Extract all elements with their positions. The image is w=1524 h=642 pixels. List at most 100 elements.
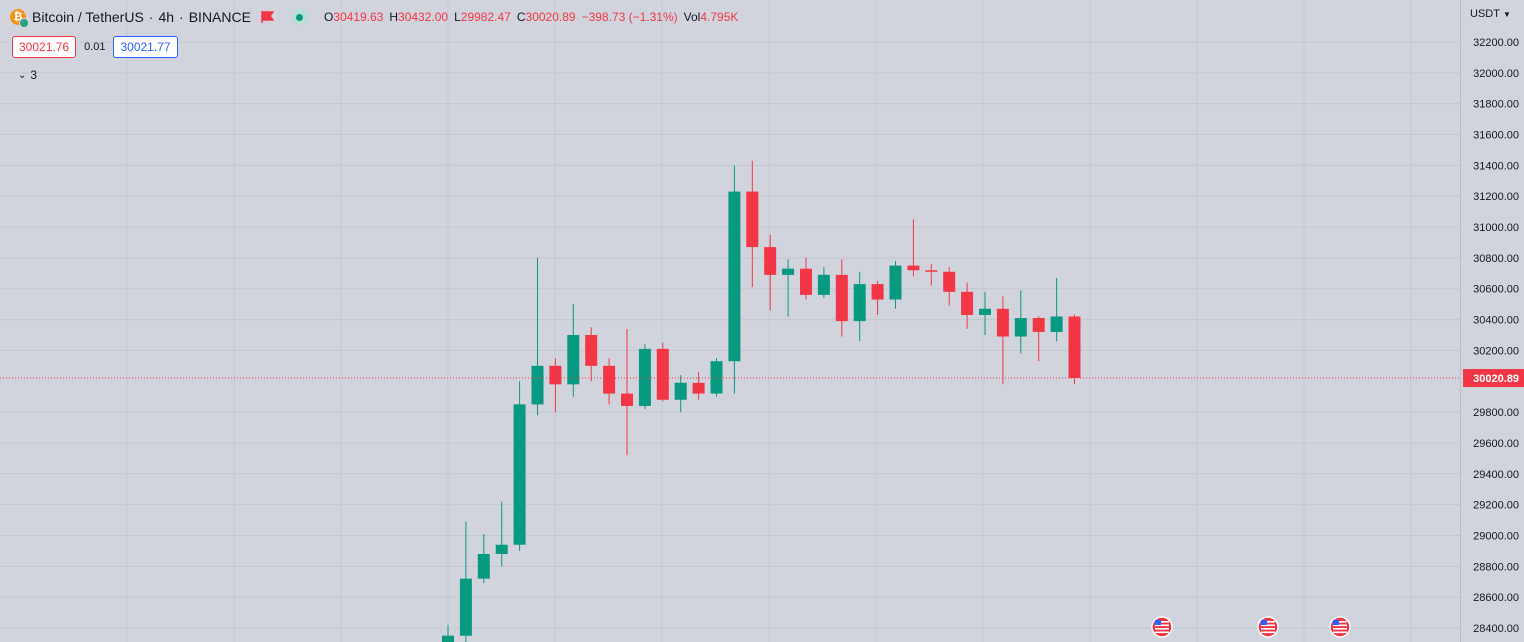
candle	[495, 501, 508, 567]
candle	[549, 358, 562, 413]
candle-body	[603, 365, 616, 394]
interval[interactable]: 4h	[158, 9, 175, 25]
chevron-down-icon: ▼	[1502, 9, 1511, 19]
candle-body	[1050, 316, 1063, 332]
separator: ·	[179, 9, 184, 25]
symbol-name[interactable]: Bitcoin / TetherUS	[32, 9, 144, 25]
candle-body	[800, 268, 812, 295]
ohlc-value: 30020.89	[525, 10, 576, 24]
ohlc-key: Vol	[683, 10, 701, 24]
ohlc-key: L	[454, 10, 461, 24]
buy-button[interactable]: 30021.77	[113, 36, 178, 58]
candle	[656, 342, 669, 402]
candle	[979, 291, 991, 335]
candle-body	[1068, 316, 1081, 379]
candle	[853, 271, 866, 342]
candle-body	[710, 361, 723, 394]
candle-body	[567, 335, 580, 385]
candle-body	[996, 308, 1009, 337]
price-axis: 32200.00 32000.00 31800.00 31600.00 31400.00…	[1463, 37, 1524, 635]
candle	[800, 257, 812, 300]
last-price-label: 30020.89	[1473, 373, 1519, 385]
price-tick-label: 29000.00	[1473, 530, 1519, 542]
candle-body	[979, 308, 991, 315]
flag-icon[interactable]	[261, 11, 274, 23]
candle	[1014, 290, 1027, 354]
candle-body	[907, 265, 920, 271]
candle-body	[638, 348, 651, 406]
ohlc-value: 30419.63	[333, 10, 384, 24]
candle-body	[817, 274, 830, 295]
sell-button[interactable]: 30021.76	[12, 36, 77, 58]
candle-body	[621, 393, 633, 406]
price-tick-label: 31000.00	[1473, 222, 1519, 234]
price-tick-label: 30600.00	[1473, 284, 1519, 296]
price-tick-label: 31800.00	[1473, 99, 1519, 111]
chart-pane[interactable]	[0, 0, 1460, 642]
candle	[925, 264, 938, 286]
price-scale[interactable]: 32200.00 32000.00 31800.00 31600.00 31400.00…	[1460, 0, 1524, 642]
candle-body	[459, 578, 472, 636]
candle-body	[477, 553, 490, 579]
candle-body	[835, 274, 848, 322]
candle-body	[925, 270, 938, 272]
price-tick-label: 28400.00	[1473, 623, 1519, 635]
candle	[907, 219, 920, 277]
us-flag-icon[interactable]	[1151, 616, 1173, 638]
flag-stripe	[1333, 628, 1347, 630]
symbol-legend: ₿ Bitcoin / TetherUS · 4h · BINANCE O 304…	[10, 9, 744, 28]
candlestick-chart[interactable]	[0, 0, 1460, 642]
candle-body	[728, 191, 741, 362]
ohlc-value: 29982.47	[460, 10, 511, 24]
flag-stripe	[1333, 624, 1347, 627]
ohlc-values: O 30419.63 H 30432.00 L 29982.47 C 30020.89 −398…	[324, 10, 744, 24]
price-tick-label: 32200.00	[1473, 37, 1519, 49]
ohlc-key: C	[516, 10, 526, 24]
candle	[943, 267, 956, 306]
candle	[621, 328, 633, 456]
currency-label: USDT	[1470, 8, 1500, 20]
candle-body	[782, 268, 795, 275]
us-flag-icon[interactable]	[1329, 616, 1351, 638]
candle	[782, 259, 795, 317]
candle-body	[442, 635, 454, 642]
price-tick-label: 29600.00	[1473, 438, 1519, 450]
flag-canton	[1261, 620, 1267, 625]
ohlc-key: H	[389, 10, 399, 24]
indicators-toggle[interactable]: ⌄ 3	[18, 68, 37, 82]
flag-canton	[1333, 620, 1339, 625]
exchange[interactable]: BINANCE	[188, 9, 251, 25]
price-tick-label: 28600.00	[1473, 592, 1519, 604]
candle	[531, 257, 544, 416]
candle-body	[531, 365, 544, 405]
flag-stripe	[1261, 621, 1275, 623]
flag-stripe	[1155, 628, 1169, 630]
flag-stripe	[1261, 631, 1275, 634]
currency-selector[interactable]: USDT ▼	[1470, 8, 1511, 20]
candle	[996, 296, 1009, 385]
price-tick-label: 31200.00	[1473, 191, 1519, 203]
candle-body	[656, 348, 669, 400]
ohlc-value: −398.73 (−1.31%)	[581, 10, 678, 24]
price-tick-label: 31600.00	[1473, 130, 1519, 142]
trade-buttons: 30021.76 0.01 30021.77	[12, 36, 178, 58]
candle	[764, 234, 777, 311]
ohlc-value: 4.795K	[700, 10, 739, 24]
candle	[692, 372, 705, 400]
price-tick-label: 29800.00	[1473, 407, 1519, 419]
candle	[871, 281, 884, 315]
candle	[746, 160, 759, 288]
candle	[513, 381, 526, 551]
candle-body	[853, 284, 866, 322]
flag-stripe	[1261, 624, 1275, 627]
candle	[638, 344, 651, 410]
flag-canton	[1155, 620, 1161, 625]
price-tick-label: 30400.00	[1473, 315, 1519, 327]
price-tick-label: 29400.00	[1473, 469, 1519, 481]
us-flag-icon[interactable]	[1257, 616, 1279, 638]
flag-stripe	[1155, 631, 1169, 634]
candle-body	[871, 284, 884, 300]
market-status-icon[interactable]	[291, 9, 308, 25]
price-tick-label: 31400.00	[1473, 160, 1519, 172]
candle	[889, 260, 902, 309]
